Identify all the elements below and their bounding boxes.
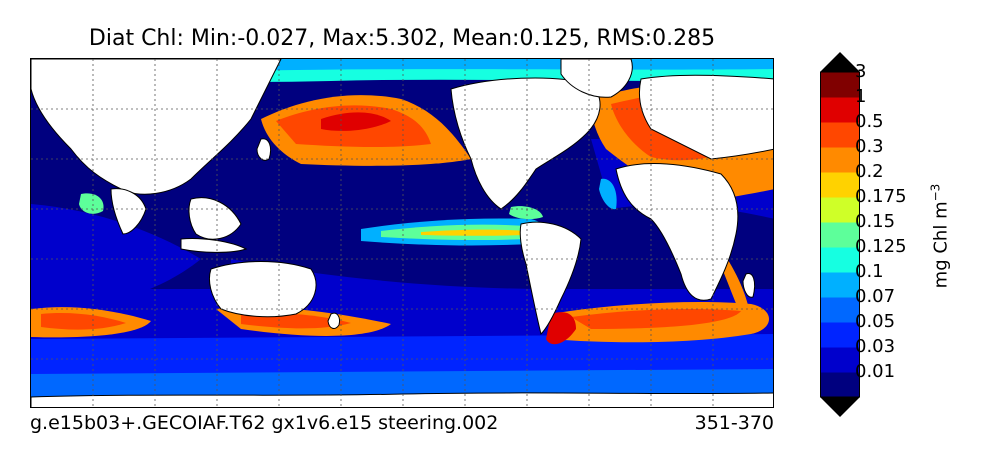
colorbar-segment bbox=[820, 147, 860, 173]
land-australia bbox=[208, 261, 317, 318]
land-new-zealand bbox=[327, 312, 340, 329]
colorbar-tick-label: 3 bbox=[855, 61, 867, 82]
colorbar-tick-label: 0.125 bbox=[855, 236, 907, 257]
colorbar-segment bbox=[820, 97, 860, 123]
experiment-caption: g.e15b03+.GECOIAF.T62 gx1v6.e15 steering… bbox=[30, 412, 499, 434]
southern-belt-mid bbox=[31, 334, 773, 379]
land-indonesia bbox=[180, 238, 248, 253]
colorbar bbox=[820, 52, 860, 417]
land-madagascar bbox=[742, 272, 756, 298]
colorbar-segment bbox=[820, 122, 860, 148]
land-southeast-asia bbox=[188, 197, 242, 240]
colorbar-tick-label: 0.5 bbox=[855, 111, 884, 132]
colorbar-segment bbox=[820, 172, 860, 198]
colorbar-max-arrow bbox=[820, 52, 860, 72]
colorbar-tick-label: 0.03 bbox=[855, 336, 896, 357]
north-pacific-bloom-peak bbox=[321, 112, 391, 131]
land-europe bbox=[638, 74, 773, 160]
canary-upwelling bbox=[599, 178, 617, 210]
colorbar-tick-label: 0.05 bbox=[855, 311, 896, 332]
map-title: Diat Chl: Min:-0.027, Max:5.302, Mean:0.… bbox=[88, 26, 716, 51]
indian-ocean-shelf bbox=[31, 204, 201, 309]
colorbar-min-arrow bbox=[820, 397, 860, 417]
colorbar-tick-label: 0.175 bbox=[855, 186, 907, 207]
land-masses bbox=[31, 59, 773, 407]
colorbar-tick-label: 0.07 bbox=[855, 286, 896, 307]
map-panel bbox=[30, 58, 774, 408]
colorbar-unit-label: mg Chl m−3 bbox=[928, 183, 952, 289]
colorbar-segment bbox=[820, 372, 860, 398]
graticule bbox=[31, 59, 773, 407]
colorbar-segment bbox=[820, 247, 860, 273]
colorbar-segment bbox=[820, 297, 860, 323]
colorbar-segment bbox=[820, 222, 860, 248]
land-eurasia bbox=[31, 59, 282, 195]
land-antarctica bbox=[31, 392, 773, 407]
equatorial-pacific-core bbox=[421, 229, 526, 236]
colorbar-segment bbox=[820, 272, 860, 298]
colorbar-tick-label: 0.01 bbox=[855, 361, 896, 382]
land-india bbox=[110, 188, 147, 235]
south-atlantic-core bbox=[571, 309, 741, 329]
colorbar-tick-label: 0.1 bbox=[855, 261, 884, 282]
south-indian-core bbox=[41, 313, 126, 330]
colorbar-tick-label: 0.3 bbox=[855, 136, 884, 157]
colorbar-segment bbox=[820, 347, 860, 373]
land-south-america bbox=[519, 221, 582, 335]
colorbar-tick-label: 0.15 bbox=[855, 211, 896, 232]
colorbar-tick-label: 1 bbox=[855, 86, 867, 107]
year-range-caption: 351-370 bbox=[694, 412, 774, 434]
colorbar-segment bbox=[820, 72, 860, 98]
colorbar-segment bbox=[820, 197, 860, 223]
land-japan bbox=[256, 138, 272, 161]
chlorophyll-map bbox=[31, 59, 773, 407]
land-greenland bbox=[560, 59, 633, 98]
colorbar-segment bbox=[820, 322, 860, 348]
colorbar-tick-label: 0.2 bbox=[855, 161, 884, 182]
patagonian-shelf bbox=[546, 312, 576, 345]
